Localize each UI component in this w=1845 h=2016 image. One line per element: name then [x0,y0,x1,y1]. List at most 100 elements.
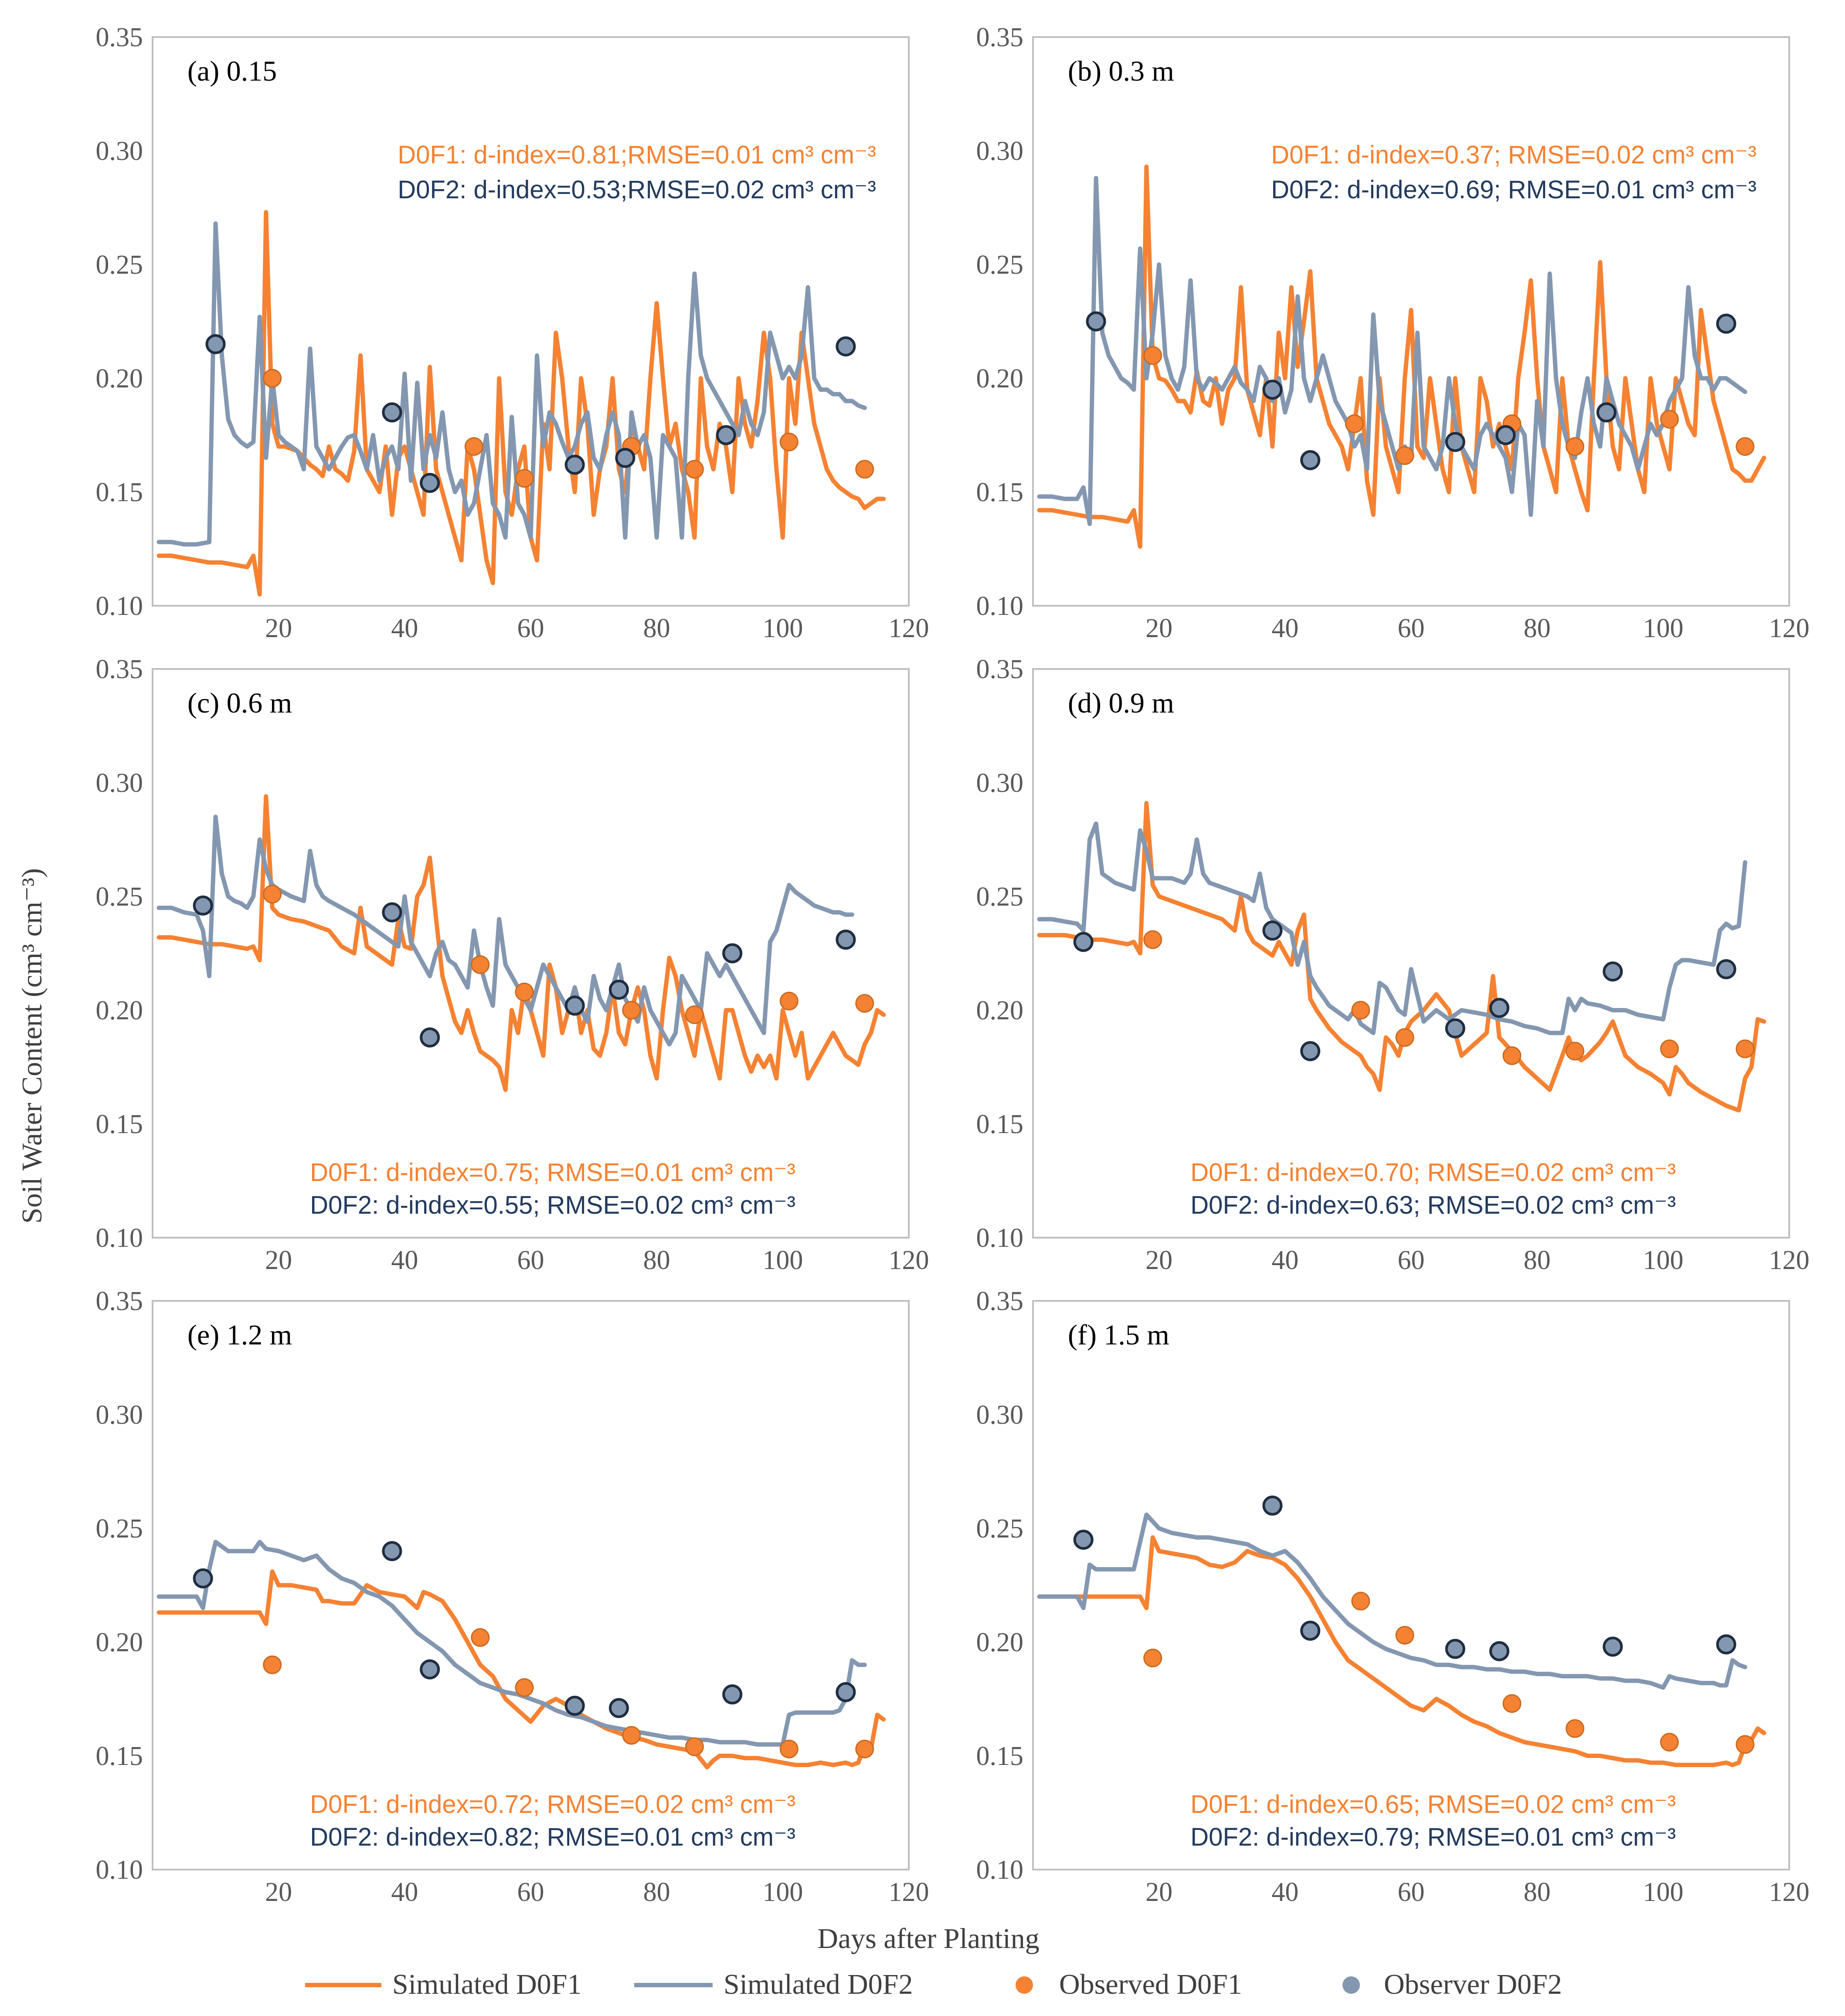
marker-observed-d0f2 [836,1682,856,1702]
marker-observed-d0f1 [515,982,534,1001]
x-tick-label: 40 [391,614,418,643]
panel-title: (b) 0.3 m [1068,55,1174,87]
y-tick-label: 0.30 [96,136,143,166]
x-tick-label: 40 [1271,1246,1298,1275]
y-tick-label: 0.25 [96,250,143,280]
marker-observed-d0f2 [1445,1639,1465,1659]
series-line-simulated-d0f2 [156,1540,867,1747]
panel-b: 0.10 0.15 0.20 0.25 0.30 0.35 20 40 60 80 100 120 (b… [976,23,1810,643]
legend-item: Simulated D0F1 [305,1968,582,2000]
legend-label: Simulated D0F1 [392,1968,582,2000]
x-tick-label: 40 [1271,614,1298,643]
marker-observed-d0f1 [685,1737,704,1756]
legend-item: Observer D0F2 [1342,1968,1562,2000]
marker-observed-d0f2 [382,402,402,423]
marker-observed-d0f2 [1445,432,1465,452]
marker-observed-d0f2 [1300,450,1321,470]
plot-area-frame [1032,36,1790,607]
x-tick-label: 80 [643,1877,670,1907]
legend-item: Observed D0F1 [1016,1968,1242,2000]
y-tick-label: 0.25 [96,882,143,912]
x-tick-label: 80 [1524,1246,1551,1275]
x-tick-label: 80 [643,1246,670,1275]
series-line-simulated-d0f1 [1037,1535,1767,1767]
marker-observed-d0f2 [564,1696,585,1716]
x-tick-label: 20 [265,614,292,643]
x-tick-label: 20 [265,1246,292,1275]
metric-d0f2: D0F2: d-index=0.53;RMSE=0.02 cm³ cm⁻³ [398,176,876,204]
metric-d0f1: D0F1: d-index=0.65; RMSE=0.02 cm³ cm⁻³ [1190,1790,1676,1819]
y-tick-label: 0.35 [96,23,143,52]
y-tick-label: 0.25 [976,1514,1024,1544]
marker-observed-d0f1 [1565,1719,1584,1738]
metric-d0f1: D0F1: d-index=0.70; RMSE=0.02 cm³ cm⁻³ [1190,1158,1676,1187]
x-tick-label: 120 [889,614,929,643]
x-tick-label: 100 [1643,1877,1683,1907]
marker-observed-d0f1 [1565,1042,1584,1061]
marker-observed-d0f1 [1143,930,1162,949]
x-tick-label: 80 [1524,614,1551,643]
marker-observed-d0f1 [471,955,490,974]
series-line-simulated-d0f1 [156,210,886,597]
panel-f: 0.10 0.15 0.20 0.25 0.30 0.35 20 40 60 80 100 120 (f… [976,1286,1810,1907]
marker-observed-d0f2 [608,1698,629,1718]
marker-observed-d0f1 [1143,346,1162,365]
panel-title: (d) 0.9 m [1068,687,1174,719]
marker-observed-d0f1 [685,460,704,479]
marker-observed-d0f2 [564,995,585,1016]
marker-observed-d0f1 [1345,414,1364,433]
y-tick-label: 0.15 [976,478,1024,507]
marker-observed-d0f2 [836,336,856,356]
marker-observed-d0f1 [1351,1001,1370,1020]
x-tick-label: 60 [1398,1877,1425,1907]
plot-area-frame [1032,1300,1790,1870]
y-tick-label: 0.35 [976,1286,1024,1316]
plot-area-frame [1032,668,1790,1239]
marker-observed-d0f2 [382,902,402,923]
panel-e: 0.10 0.15 0.20 0.25 0.30 0.35 20 40 60 80 100 120 (e… [96,1286,929,1907]
marker-observed-d0f2 [1300,1041,1321,1061]
marker-observed-d0f1 [622,1001,641,1020]
y-tick-label: 0.15 [976,1110,1024,1139]
marker-observed-d0f1 [1395,446,1414,465]
series-line-simulated-d0f2 [1037,821,1747,1035]
marker-observed-d0f2 [564,455,585,475]
marker-observed-d0f2 [420,1027,440,1048]
y-tick-label: 0.10 [96,591,143,621]
marker-observed-d0f2 [716,425,736,445]
x-tick-label: 60 [517,1877,544,1907]
marker-observed-d0f2 [836,930,856,950]
marker-observed-d0f2 [382,1541,402,1561]
x-tick-label: 100 [762,1877,803,1907]
marker-observed-d0f2 [1603,1636,1623,1657]
marker-observed-d0f2 [722,1684,743,1705]
x-tick-label: 60 [517,614,544,643]
y-tick-label: 0.10 [96,1223,143,1253]
marker-observed-d0f1 [622,1726,641,1745]
marker-observed-d0f1 [779,432,798,451]
y-tick-label: 0.20 [96,364,143,394]
x-tick-label: 120 [1769,1246,1810,1275]
plot-area-frame [152,668,910,1239]
x-tick-label: 120 [1769,614,1810,643]
panel-title: (f) 1.5 m [1068,1319,1169,1351]
panel-d: 0.10 0.15 0.20 0.25 0.30 0.35 20 40 60 80 100 120 (d… [976,655,1810,1275]
metric-d0f2: D0F2: d-index=0.82; RMSE=0.01 cm³ cm⁻³ [310,1823,795,1851]
marker-observed-d0f1 [515,469,534,488]
x-tick-label: 20 [1145,614,1172,643]
marker-observed-d0f2 [1716,313,1736,334]
x-tick-label: 20 [1145,1877,1172,1907]
metric-d0f2: D0F2: d-index=0.63; RMSE=0.02 cm³ cm⁻³ [1190,1191,1676,1219]
x-tick-label: 60 [517,1246,544,1275]
marker-observed-d0f1 [1660,410,1679,429]
y-tick-label: 0.15 [96,1110,143,1139]
marker-observed-d0f2 [193,1568,213,1588]
panel-title: (c) 0.6 m [187,687,292,719]
marker-observed-d0f1 [1143,1649,1162,1668]
y-tick-label: 0.30 [96,768,143,798]
x-tick-label: 120 [889,1877,929,1907]
marker-observed-d0f1 [855,460,874,479]
y-tick-label: 0.10 [976,1223,1024,1253]
plot-area-frame [152,1300,910,1870]
marker-observed-d0f2 [1262,1495,1283,1516]
